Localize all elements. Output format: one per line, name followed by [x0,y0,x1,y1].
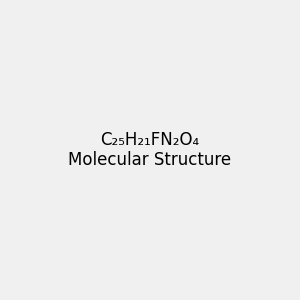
Text: C₂₅H₂₁FN₂O₄
Molecular Structure: C₂₅H₂₁FN₂O₄ Molecular Structure [68,130,232,170]
